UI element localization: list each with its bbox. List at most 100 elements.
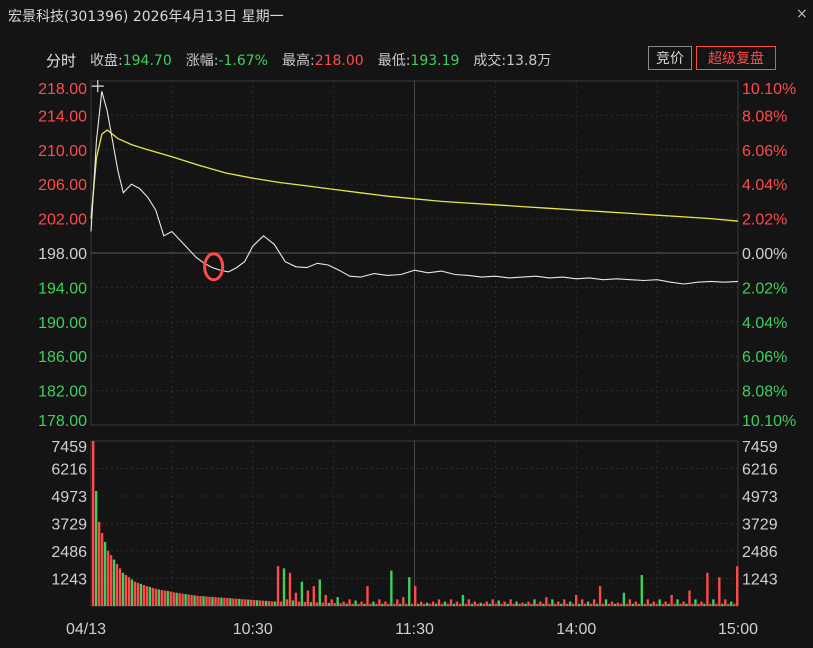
- volume-bar: [533, 599, 536, 606]
- volume-bar: [416, 603, 420, 606]
- change-pct-label: 涨幅:: [185, 53, 219, 69]
- volume-bar: [449, 599, 453, 606]
- volume-bar: [193, 595, 196, 606]
- volume-bar: [736, 566, 739, 606]
- price-tick-label: 202.00: [38, 212, 87, 229]
- price-tick-label: 182.00: [38, 384, 87, 401]
- volume-bar: [515, 601, 518, 606]
- pct-tick-label: 6.06%: [742, 349, 787, 366]
- volume-bar: [354, 600, 357, 606]
- volume-bar: [187, 594, 190, 606]
- volume-bar: [470, 603, 474, 606]
- crosshair-icon: [91, 80, 104, 93]
- volume-bar: [569, 601, 572, 606]
- volume-bar: [321, 602, 324, 606]
- volume-bar: [145, 586, 149, 606]
- volume-bar: [583, 603, 587, 606]
- volume-bar: [500, 603, 503, 606]
- volume-label: 成交:: [473, 53, 507, 69]
- pct-tick-label: 10.10%: [742, 413, 796, 430]
- volume-bar: [551, 599, 554, 606]
- average-price-line: [90, 129, 739, 222]
- volume-bar: [625, 603, 629, 606]
- volume-bar: [709, 603, 712, 606]
- volume-bar: [691, 603, 694, 606]
- volume-bar: [524, 603, 527, 606]
- volume-bar: [136, 582, 140, 606]
- volume-bar: [536, 603, 539, 606]
- close-price-value: 194.70: [122, 53, 172, 69]
- volume-bar: [557, 601, 560, 606]
- volume-bar: [700, 601, 703, 606]
- volume-bar: [482, 603, 485, 606]
- price-line: [90, 91, 739, 285]
- volume-bar: [628, 599, 632, 606]
- volume-bar: [422, 603, 426, 606]
- volume-bar: [214, 597, 217, 606]
- low-price: 最低:193.19: [378, 50, 460, 70]
- volume-bar: [554, 603, 557, 606]
- volume-bar: [106, 550, 110, 606]
- volume-bar: [348, 599, 351, 606]
- volume-bar: [381, 603, 384, 606]
- volume-bar: [387, 603, 390, 606]
- volume-bar: [267, 601, 271, 606]
- volume-bar: [92, 441, 95, 606]
- volume-bar: [673, 603, 676, 606]
- volume-bar: [446, 603, 450, 606]
- volume-bar: [130, 579, 134, 606]
- volume-bar: [637, 603, 641, 606]
- annotations: [91, 80, 225, 282]
- volume-bar: [250, 599, 253, 606]
- volume-bar: [521, 602, 524, 606]
- volume-bar: [103, 541, 107, 606]
- volume-bar: [291, 600, 295, 606]
- volume-bar: [336, 597, 339, 606]
- volume-bar: [411, 603, 414, 606]
- volume-bar: [247, 599, 250, 606]
- pct-tick-label: 8.08%: [742, 108, 787, 125]
- volume-bar: [270, 601, 274, 606]
- volume-bar: [339, 603, 342, 606]
- pct-tick-label: 0.00%: [742, 246, 787, 263]
- volume-bar: [399, 603, 402, 606]
- volume-bar: [425, 602, 429, 606]
- volume-bar: [670, 594, 673, 606]
- volume-bar: [721, 603, 724, 606]
- high-price: 最高:218.00: [282, 50, 364, 70]
- volume-bar: [208, 596, 211, 606]
- volume-tick-label: 2486: [742, 544, 778, 561]
- volume-bar: [646, 599, 649, 606]
- volume-bar: [253, 600, 256, 606]
- volume-bar: [312, 586, 316, 606]
- time-tick-label: 04/13: [66, 621, 106, 638]
- volume-bar: [363, 603, 366, 606]
- volume-bar: [190, 594, 193, 606]
- close-icon[interactable]: ×: [796, 6, 808, 22]
- mode-label[interactable]: 分时: [46, 51, 77, 70]
- volume-bar: [724, 599, 727, 606]
- volume-bar: [706, 572, 709, 606]
- volume-bar: [378, 599, 381, 606]
- volume-bar: [279, 601, 283, 606]
- volume-bar: [211, 596, 214, 606]
- super-replay-button[interactable]: 超级复盘: [696, 46, 776, 70]
- volume-bar: [241, 599, 244, 606]
- volume-bar: [682, 601, 685, 606]
- auction-button[interactable]: 竞价: [648, 46, 692, 70]
- volume-bar: [527, 601, 530, 606]
- pct-tick-label: 2.02%: [742, 280, 787, 297]
- volume-bar: [464, 603, 468, 606]
- volume-bar: [327, 602, 330, 606]
- volume-bar: [405, 603, 408, 606]
- volume-bar: [142, 584, 146, 606]
- volume-bar: [545, 597, 548, 606]
- close-price: 收盘:194.70: [90, 50, 172, 70]
- volume-bar: [443, 601, 447, 606]
- volume-bar: [664, 601, 667, 606]
- price-tick-label: 206.00: [38, 177, 87, 194]
- volume-bar: [112, 559, 116, 606]
- volume-bar: [730, 601, 733, 606]
- volume-bar: [694, 599, 697, 606]
